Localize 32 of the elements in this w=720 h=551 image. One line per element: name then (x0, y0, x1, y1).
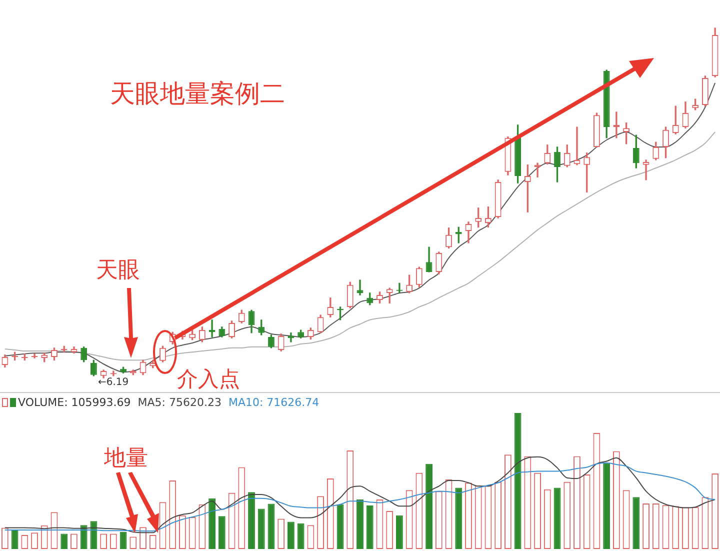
bar (80, 525, 88, 549)
text: MA5: 75620.23 (138, 396, 222, 409)
bar (632, 497, 640, 549)
bar (297, 523, 304, 549)
bar (208, 498, 216, 549)
bar (366, 505, 374, 549)
bar (336, 504, 344, 549)
text: MA10: 71626.74 (228, 396, 320, 409)
legend-label: VOLUME: 105993.69 (18, 396, 131, 409)
annotation: 天眼地量案例二 (110, 79, 285, 108)
bar (268, 504, 275, 549)
annotation: 地量 (104, 446, 148, 472)
bar (11, 529, 18, 549)
bar (426, 464, 432, 549)
bar (248, 492, 255, 549)
bar (554, 488, 561, 549)
bar (603, 462, 610, 549)
bar (356, 499, 364, 549)
bar (396, 515, 403, 549)
candlestick (356, 280, 364, 296)
candlestick (642, 160, 650, 180)
bar (90, 521, 98, 549)
bar (60, 534, 68, 549)
annotation: 介入点 (177, 367, 240, 392)
bar (514, 413, 522, 549)
annotation: ←6.19 (98, 377, 129, 388)
bar (455, 488, 462, 549)
annotation: 天眼 (96, 258, 140, 284)
bar (258, 508, 265, 549)
bar (120, 532, 127, 549)
bar (218, 516, 226, 549)
bar (288, 522, 294, 549)
